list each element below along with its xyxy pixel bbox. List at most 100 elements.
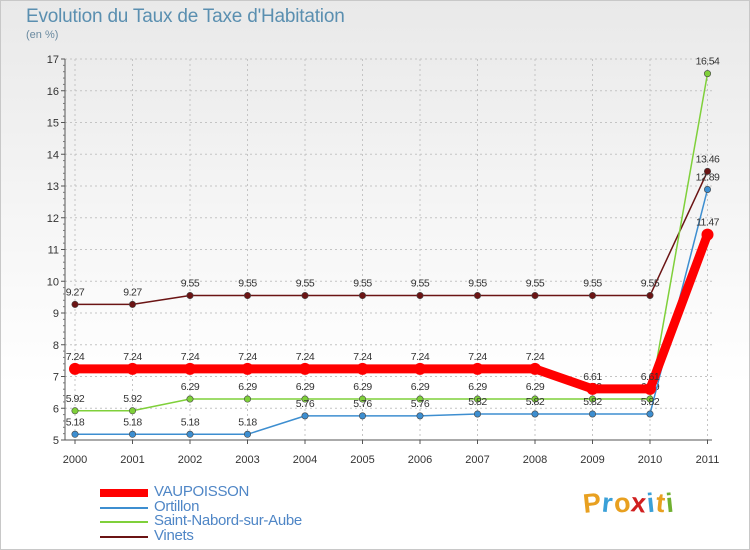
data-label: 16.54 xyxy=(696,56,720,68)
data-point xyxy=(473,292,481,300)
data-label: 5.76 xyxy=(296,398,315,410)
data-label: 5.82 xyxy=(526,396,545,408)
y-tick-label: 8 xyxy=(53,340,59,352)
x-tick-label: 2009 xyxy=(580,454,604,466)
chart-title: Evolution du Taux de Taxe d'Habitation xyxy=(26,6,345,27)
data-label: 11.47 xyxy=(696,217,720,229)
data-point xyxy=(703,70,711,78)
data-point xyxy=(531,410,539,418)
data-point xyxy=(588,292,596,300)
data-label: 7.24 xyxy=(526,351,545,363)
data-label: 6.29 xyxy=(353,381,372,393)
data-point xyxy=(184,362,196,375)
data-point xyxy=(416,395,424,403)
data-point xyxy=(358,412,366,420)
x-tick-label: 2001 xyxy=(120,454,144,466)
data-label: 6.61 xyxy=(583,371,602,383)
legend-swatch xyxy=(100,521,148,523)
data-point xyxy=(529,362,541,375)
data-label: 5.92 xyxy=(123,393,142,405)
legend-swatch xyxy=(100,506,148,509)
x-tick-label: 2002 xyxy=(178,454,202,466)
data-point xyxy=(244,430,252,438)
legend-label: Ortillon xyxy=(154,497,200,515)
data-point xyxy=(414,362,426,375)
data-point xyxy=(358,395,366,403)
x-tick-label: 2004 xyxy=(293,454,317,466)
data-label: 9.55 xyxy=(411,278,430,290)
data-point xyxy=(241,362,254,375)
data-label: 6.61 xyxy=(641,371,660,383)
y-tick-label: 14 xyxy=(47,149,59,161)
data-label: 5.76 xyxy=(353,398,372,410)
x-tick-label: 2008 xyxy=(523,454,547,466)
chart-unit: (en %) xyxy=(26,29,59,41)
proxiti-logo: Proxiti xyxy=(581,487,675,519)
data-point xyxy=(646,292,654,300)
data-label: 9.27 xyxy=(66,286,85,298)
data-label: 9.55 xyxy=(296,278,315,290)
data-label: 5.18 xyxy=(181,416,200,428)
data-point xyxy=(531,395,539,403)
data-point xyxy=(186,430,194,438)
data-label: 6.29 xyxy=(296,381,315,393)
data-label: 13.46 xyxy=(696,153,720,165)
x-tick-label: 2006 xyxy=(408,454,432,466)
data-label: 5.76 xyxy=(411,398,430,410)
data-label: 7.24 xyxy=(411,351,430,363)
data-point xyxy=(416,412,424,420)
data-point xyxy=(473,395,481,403)
legend-swatch xyxy=(100,535,148,538)
x-tick-label: 2003 xyxy=(235,454,259,466)
x-tick-label: 2010 xyxy=(638,454,662,466)
y-tick-label: 7 xyxy=(53,372,59,384)
data-label: 9.55 xyxy=(181,278,200,290)
data-point xyxy=(646,410,654,418)
data-point xyxy=(358,292,366,300)
data-label: 6.29 xyxy=(411,381,430,393)
data-label: 5.18 xyxy=(66,416,85,428)
data-point xyxy=(186,395,194,403)
data-label: 5.18 xyxy=(238,416,257,428)
data-point xyxy=(301,395,309,403)
y-tick-label: 11 xyxy=(48,245,59,257)
x-tick-label: 2011 xyxy=(696,454,720,466)
data-point xyxy=(129,407,137,415)
legend-label: VAUPOISSON xyxy=(154,483,250,500)
data-point xyxy=(473,410,481,418)
data-label: 5.18 xyxy=(123,416,142,428)
y-tick-label: 16 xyxy=(47,86,59,98)
data-label: 7.24 xyxy=(353,351,372,363)
data-label: 7.24 xyxy=(66,351,85,363)
data-point xyxy=(356,362,369,375)
data-point xyxy=(531,292,539,300)
data-point xyxy=(244,395,252,403)
data-label: 7.24 xyxy=(296,351,315,363)
data-label: 9.55 xyxy=(353,278,372,290)
series-line-saint-nabord-sur-aube xyxy=(74,72,709,412)
data-point xyxy=(186,292,194,300)
data-point xyxy=(703,167,711,175)
y-tick-label: 10 xyxy=(47,276,59,288)
data-label: 7.24 xyxy=(238,351,257,363)
data-label: 7.24 xyxy=(468,351,487,363)
data-point xyxy=(299,362,311,375)
series-line-vaupoisson xyxy=(70,230,712,394)
y-tick-label: 9 xyxy=(53,308,59,320)
data-point xyxy=(471,362,484,375)
data-point xyxy=(71,300,79,308)
y-tick-label: 12 xyxy=(47,213,59,225)
data-label: 9.55 xyxy=(238,278,257,290)
data-label: 9.55 xyxy=(583,278,602,290)
data-point xyxy=(586,382,599,395)
data-point xyxy=(71,430,79,438)
series-line-vinets xyxy=(74,170,709,306)
data-point xyxy=(588,410,596,418)
data-label: 12.89 xyxy=(696,171,720,183)
data-point xyxy=(701,228,714,241)
data-point xyxy=(301,292,309,300)
data-point xyxy=(644,382,656,395)
data-point xyxy=(588,395,596,403)
